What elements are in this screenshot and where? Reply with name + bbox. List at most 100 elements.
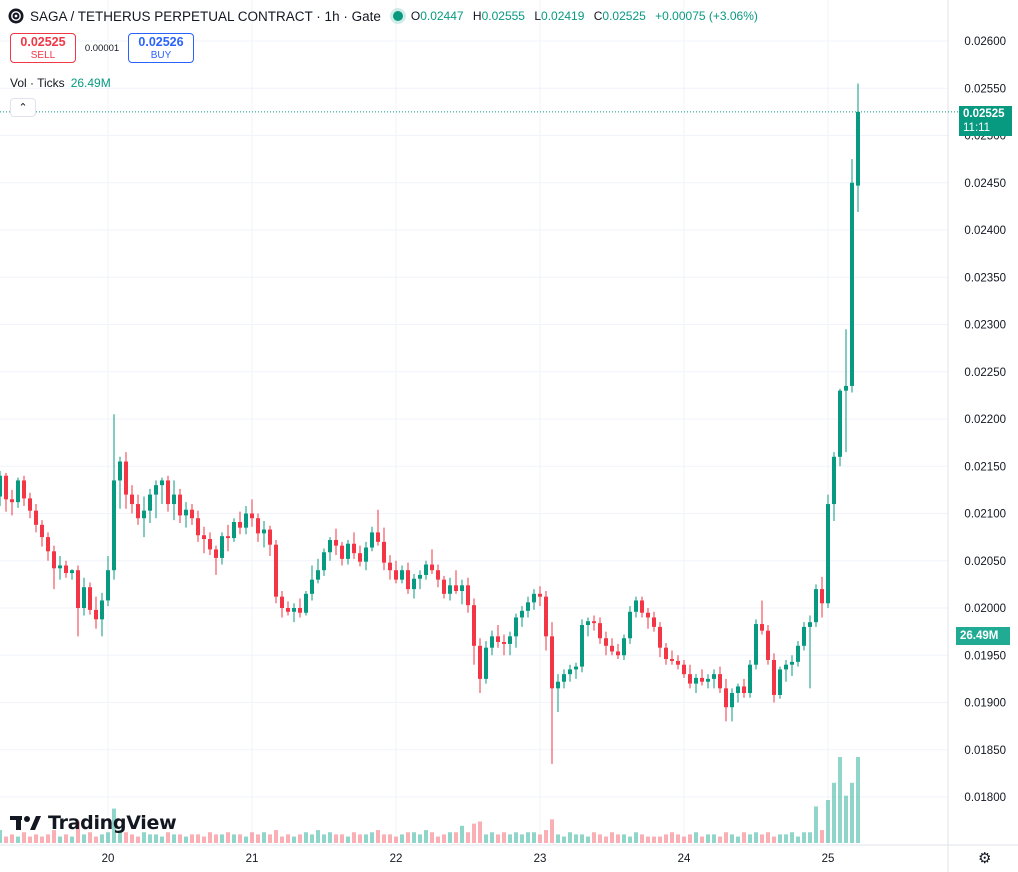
candle (190, 504, 194, 525)
low-key: L (534, 9, 542, 23)
candle-body (826, 504, 830, 604)
candle (790, 655, 794, 677)
candle-body (274, 544, 278, 597)
tradingview-logo[interactable]: TradingView (10, 812, 177, 834)
candle-body (226, 536, 230, 539)
candle-body (778, 669, 782, 695)
volume-bar (250, 832, 254, 843)
volume-bar (298, 834, 302, 843)
candle (136, 494, 140, 525)
candle (100, 592, 104, 637)
candle (400, 565, 404, 584)
high-value: 0.02555 (481, 9, 525, 23)
volume-bar (850, 782, 854, 843)
candle (202, 526, 206, 554)
volume-bar (724, 832, 728, 843)
price-tick-label: 0.02400 (964, 225, 1006, 237)
candle-body (28, 498, 32, 511)
candle (616, 643, 620, 660)
candle (496, 625, 500, 648)
settings-gear-icon[interactable]: ⚙ (978, 850, 992, 867)
candle (844, 329, 848, 453)
volume-bar (256, 834, 260, 843)
volume-bar (382, 834, 386, 843)
candle-body (502, 642, 506, 644)
buy-button[interactable]: 0.02526 BUY (128, 33, 194, 63)
candle-body (412, 578, 416, 590)
candle (214, 545, 218, 575)
volume-bar (748, 834, 752, 843)
candle (226, 524, 230, 552)
candle-body (154, 485, 158, 495)
volume-bar (328, 832, 332, 843)
last-price-value: 0.02525 (963, 108, 1005, 120)
candle-body (544, 596, 548, 637)
candle (328, 537, 332, 561)
time-tick-label: 21 (246, 853, 259, 865)
collapse-legend-button[interactable]: ⌃ (10, 98, 36, 117)
candle-body (406, 570, 410, 590)
volume-bar (634, 832, 638, 843)
candle (76, 565, 80, 637)
price-tick-label: 0.02600 (964, 36, 1006, 48)
candle-body (634, 600, 638, 612)
candle (34, 504, 38, 533)
candle-body (748, 664, 752, 694)
candle (460, 579, 464, 605)
price-axis[interactable]: 0.026000.025500.025000.024500.024000.023… (964, 36, 1006, 804)
volume-bar (106, 832, 110, 843)
candle (736, 683, 740, 703)
open-value: 0.02447 (420, 9, 464, 23)
volume-bar (214, 834, 218, 843)
buy-price: 0.02526 (138, 35, 184, 49)
symbol-logo-icon[interactable] (8, 8, 24, 24)
volume-bar (616, 834, 620, 843)
candle-body (376, 532, 380, 542)
candle (778, 666, 782, 699)
candle (604, 631, 608, 656)
candle (760, 600, 764, 635)
ohlc-values: O0.02447 H0.02555 L0.02419 C0.02525 +0.0… (411, 9, 764, 23)
candle (472, 598, 476, 665)
candle-body (640, 600, 644, 613)
bar-countdown: 11:11 (963, 122, 991, 134)
candle-body (70, 570, 74, 574)
candle (268, 525, 272, 557)
time-axis[interactable]: 20 21 22 23 24 25 (102, 853, 835, 865)
volume-legend[interactable]: Vol · Ticks 26.49M (10, 76, 111, 90)
candle-body (466, 585, 470, 606)
volume-bar (52, 830, 56, 843)
sell-button[interactable]: 0.02525 SELL (10, 33, 76, 63)
volume-bar (184, 836, 188, 843)
volume-bar (766, 832, 770, 843)
candle (304, 590, 308, 616)
candle-body (712, 674, 716, 679)
sell-label: SELL (30, 50, 56, 61)
candle-body (454, 585, 458, 591)
volume-bar (460, 825, 464, 843)
volume-bar (562, 836, 566, 843)
candle-body (856, 111, 860, 186)
volume-bar (448, 832, 452, 843)
volume-bar (46, 834, 50, 843)
candle-body (388, 562, 392, 571)
volume-bar (844, 795, 848, 843)
time-tick-label: 25 (822, 853, 835, 865)
candle-body (190, 509, 194, 519)
candle-body (4, 475, 8, 500)
market-status-dot (392, 11, 403, 21)
volume-bar (310, 834, 314, 843)
symbol-title[interactable]: SAGA / TETHERUS PERPETUAL CONTRACT · 1h … (30, 8, 381, 24)
candle-body (658, 626, 662, 648)
volume-bar (232, 834, 236, 843)
volume-bar (502, 832, 506, 843)
candle-body (472, 605, 476, 646)
volume-bar (244, 836, 248, 843)
candle (178, 488, 182, 523)
volume-bar (688, 834, 692, 843)
volume-bar (718, 836, 722, 843)
volume-bar (856, 757, 860, 843)
candle (184, 502, 188, 528)
candle-body (214, 549, 218, 558)
